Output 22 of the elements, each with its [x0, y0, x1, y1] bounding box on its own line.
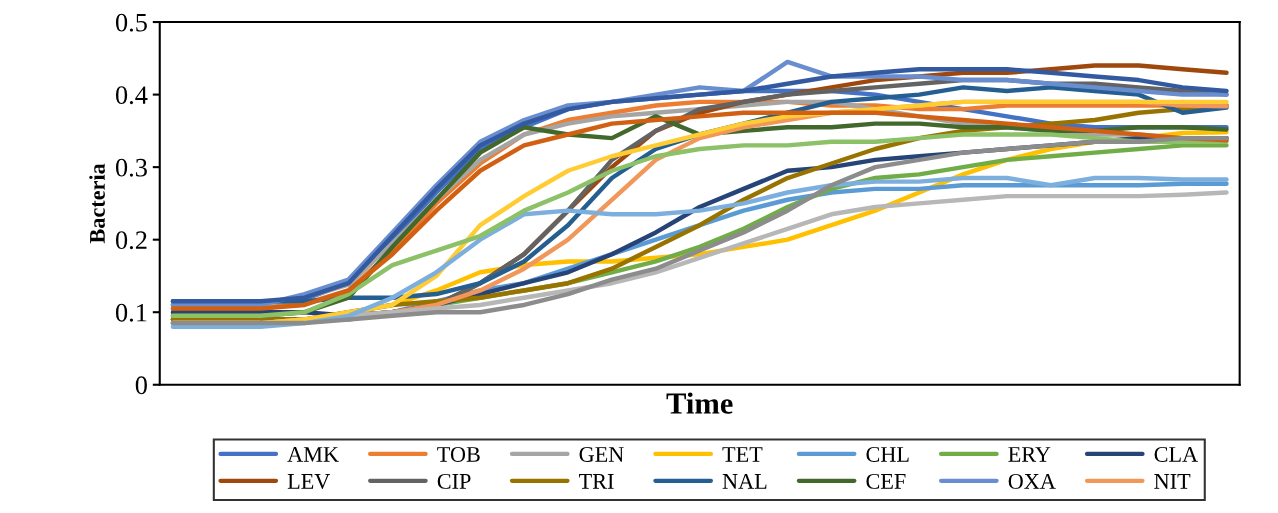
y-tick-label: 0.1	[115, 303, 147, 322]
legend-label: TOB	[437, 446, 480, 462]
legend-label: TET	[722, 447, 763, 462]
legend-label: CLA	[1154, 446, 1198, 462]
legend-label: NAL	[722, 473, 767, 489]
y-tick-label: 0.4	[115, 86, 148, 105]
legend-label: TRI	[579, 474, 614, 489]
y-tick-label: 0	[135, 376, 147, 395]
y-tick-label: 0.3	[115, 158, 147, 177]
legend-label: CEF	[866, 473, 906, 489]
legend-label: LEV	[287, 474, 331, 489]
y-axis-title: Bacteria	[89, 163, 105, 244]
legend-label: NIT	[1154, 474, 1191, 489]
y-tick-label: 0.5	[115, 13, 147, 32]
legend-label: OXA	[1008, 473, 1056, 489]
legend-label: GEN	[579, 446, 624, 462]
legend-label: CIP	[437, 473, 471, 489]
y-tick-label: 0.2	[115, 231, 147, 250]
x-axis-title: Time	[666, 392, 733, 414]
legend-label: CHL	[866, 446, 909, 462]
legend-label: AMK	[287, 447, 339, 462]
legend-label: ERY	[1008, 447, 1051, 462]
